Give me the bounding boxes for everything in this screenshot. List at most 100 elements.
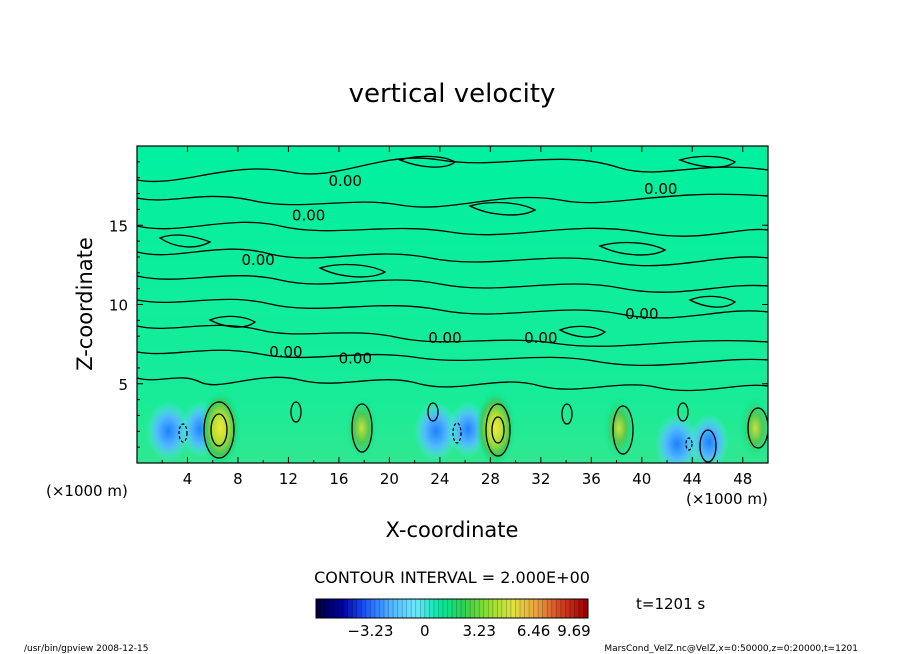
colorbar-cell	[556, 599, 562, 618]
colorbar-cell	[347, 599, 353, 618]
negative-contours	[178, 422, 693, 451]
colorbar-cell	[329, 599, 335, 618]
colorbar-cell	[406, 599, 412, 618]
colorbar-tick-labels: −3.23 0 3.23 6.46 9.69	[347, 622, 590, 640]
contour-label: 0.00	[269, 343, 302, 361]
colorbar-cell	[343, 599, 349, 618]
colorbar-cell	[529, 599, 534, 618]
x-tick-label: 4	[183, 470, 193, 488]
colorbar-cell	[393, 599, 398, 618]
colorbar-cell	[465, 599, 471, 618]
colorbar-cell	[542, 599, 548, 618]
y-tick-label: 5	[118, 376, 128, 394]
colorbar-cell	[402, 599, 408, 618]
x-tick-label: 36	[582, 470, 601, 488]
colorbar-cell	[424, 599, 430, 618]
x-tick-label: 20	[380, 470, 399, 488]
colorbar-cell	[483, 599, 489, 618]
contour-lines	[137, 155, 768, 463]
colorbar-cell	[388, 599, 394, 618]
contour-label: 0.00	[339, 349, 372, 367]
core-layer	[146, 390, 768, 463]
colorbar-cell	[379, 599, 385, 618]
colorbar-cell	[583, 599, 589, 618]
colorbar-cell	[569, 599, 575, 618]
x-axis-label: X-coordinate	[386, 518, 519, 542]
downdraft-core	[655, 413, 700, 463]
updraft-core	[200, 390, 241, 463]
downdraft-core	[413, 401, 458, 462]
y-axis-label: Z-coordinate	[73, 237, 97, 371]
colorbar-cell	[374, 599, 380, 618]
colorbar-cell	[447, 599, 453, 618]
x-tick-label: 48	[733, 470, 752, 488]
x-tick-label: 28	[481, 470, 500, 488]
y-tick-label: 15	[109, 217, 128, 235]
colorbar-cell	[461, 599, 466, 618]
contour-label: 0.00	[329, 172, 362, 190]
colorbar-cell	[338, 599, 344, 618]
colorbar-cell	[492, 599, 498, 618]
x-tick-label: 16	[329, 470, 348, 488]
colorbar-cell	[370, 599, 376, 618]
x-tick-label: 40	[632, 470, 651, 488]
colorbar-cell	[456, 599, 462, 618]
colorbar-cell	[515, 599, 521, 618]
colorbar-cell	[442, 599, 448, 618]
updraft-core	[345, 396, 378, 461]
colorbar-tick-label: 6.46	[517, 622, 550, 640]
footer-left: /usr/bin/gpview 2008-12-15	[24, 644, 148, 654]
colorbar-cell	[361, 599, 367, 618]
contour-label: 0.00	[524, 329, 557, 347]
x-unit-left: (×1000 m)	[46, 482, 128, 500]
y-axis: 5 10 15	[109, 161, 768, 448]
contour-label: 0.00	[625, 305, 658, 323]
colorbar-cell	[415, 599, 421, 618]
colorbar-cell	[411, 599, 417, 618]
colorbar-tick-label: −3.23	[347, 622, 393, 640]
colorbar-cell	[334, 599, 340, 618]
colorbar-cell	[510, 599, 516, 618]
colorbar-cell	[497, 599, 503, 618]
downdraft-core	[689, 413, 730, 463]
x-axis: 4 8 12 16 20 24 28 32 36 40 44 48	[161, 146, 752, 488]
colorbar-cell	[578, 599, 584, 618]
x-tick-label: 24	[430, 470, 449, 488]
contour-interval-label: CONTOUR INTERVAL = 2.000E+00	[314, 568, 590, 587]
colorbar-cell	[325, 599, 330, 618]
updraft-core	[603, 396, 636, 461]
colorbar-cell	[565, 599, 571, 618]
colorbar-cell	[429, 599, 435, 618]
downdraft-core	[146, 401, 191, 462]
colorbar-cell	[533, 599, 539, 618]
colorbar-cell	[551, 599, 557, 618]
colorbar-cell	[470, 599, 476, 618]
colorbar-tick-label: 0	[420, 622, 430, 640]
colorbar-cell	[520, 599, 525, 618]
colorbar-cell	[479, 599, 485, 618]
colorbar	[315, 598, 589, 619]
chart-title: vertical velocity	[349, 79, 556, 109]
plot-area	[137, 146, 768, 463]
colorbar-cell	[506, 599, 512, 618]
x-tick-label: 12	[279, 470, 298, 488]
contour-label: 0.00	[241, 251, 274, 269]
contour-label: 0.00	[292, 207, 325, 225]
updraft-core	[739, 396, 768, 461]
colorbar-cell	[320, 599, 326, 618]
colorbar-cell	[501, 599, 507, 618]
contour-label: 0.00	[428, 329, 461, 347]
x-unit-right: (×1000 m)	[686, 490, 768, 508]
colorbar-cell	[397, 599, 403, 618]
footer-right: MarsCond_VelZ.nc@VelZ,x=0:50000,z=0:2000…	[604, 644, 858, 654]
contour-label-layer: 0.00 0.000.000.000.000.00 0.000.00 0.00	[241, 172, 677, 368]
colorbar-cell	[574, 599, 580, 618]
colorbar-cell	[356, 599, 362, 618]
colorbar-tick-label: 9.69	[557, 622, 590, 640]
colorbar-cell	[474, 599, 480, 618]
colorbar-cell	[452, 599, 457, 618]
x-tick-label: 32	[531, 470, 550, 488]
x-tick-label: 8	[233, 470, 243, 488]
colorbar-cell	[524, 599, 530, 618]
